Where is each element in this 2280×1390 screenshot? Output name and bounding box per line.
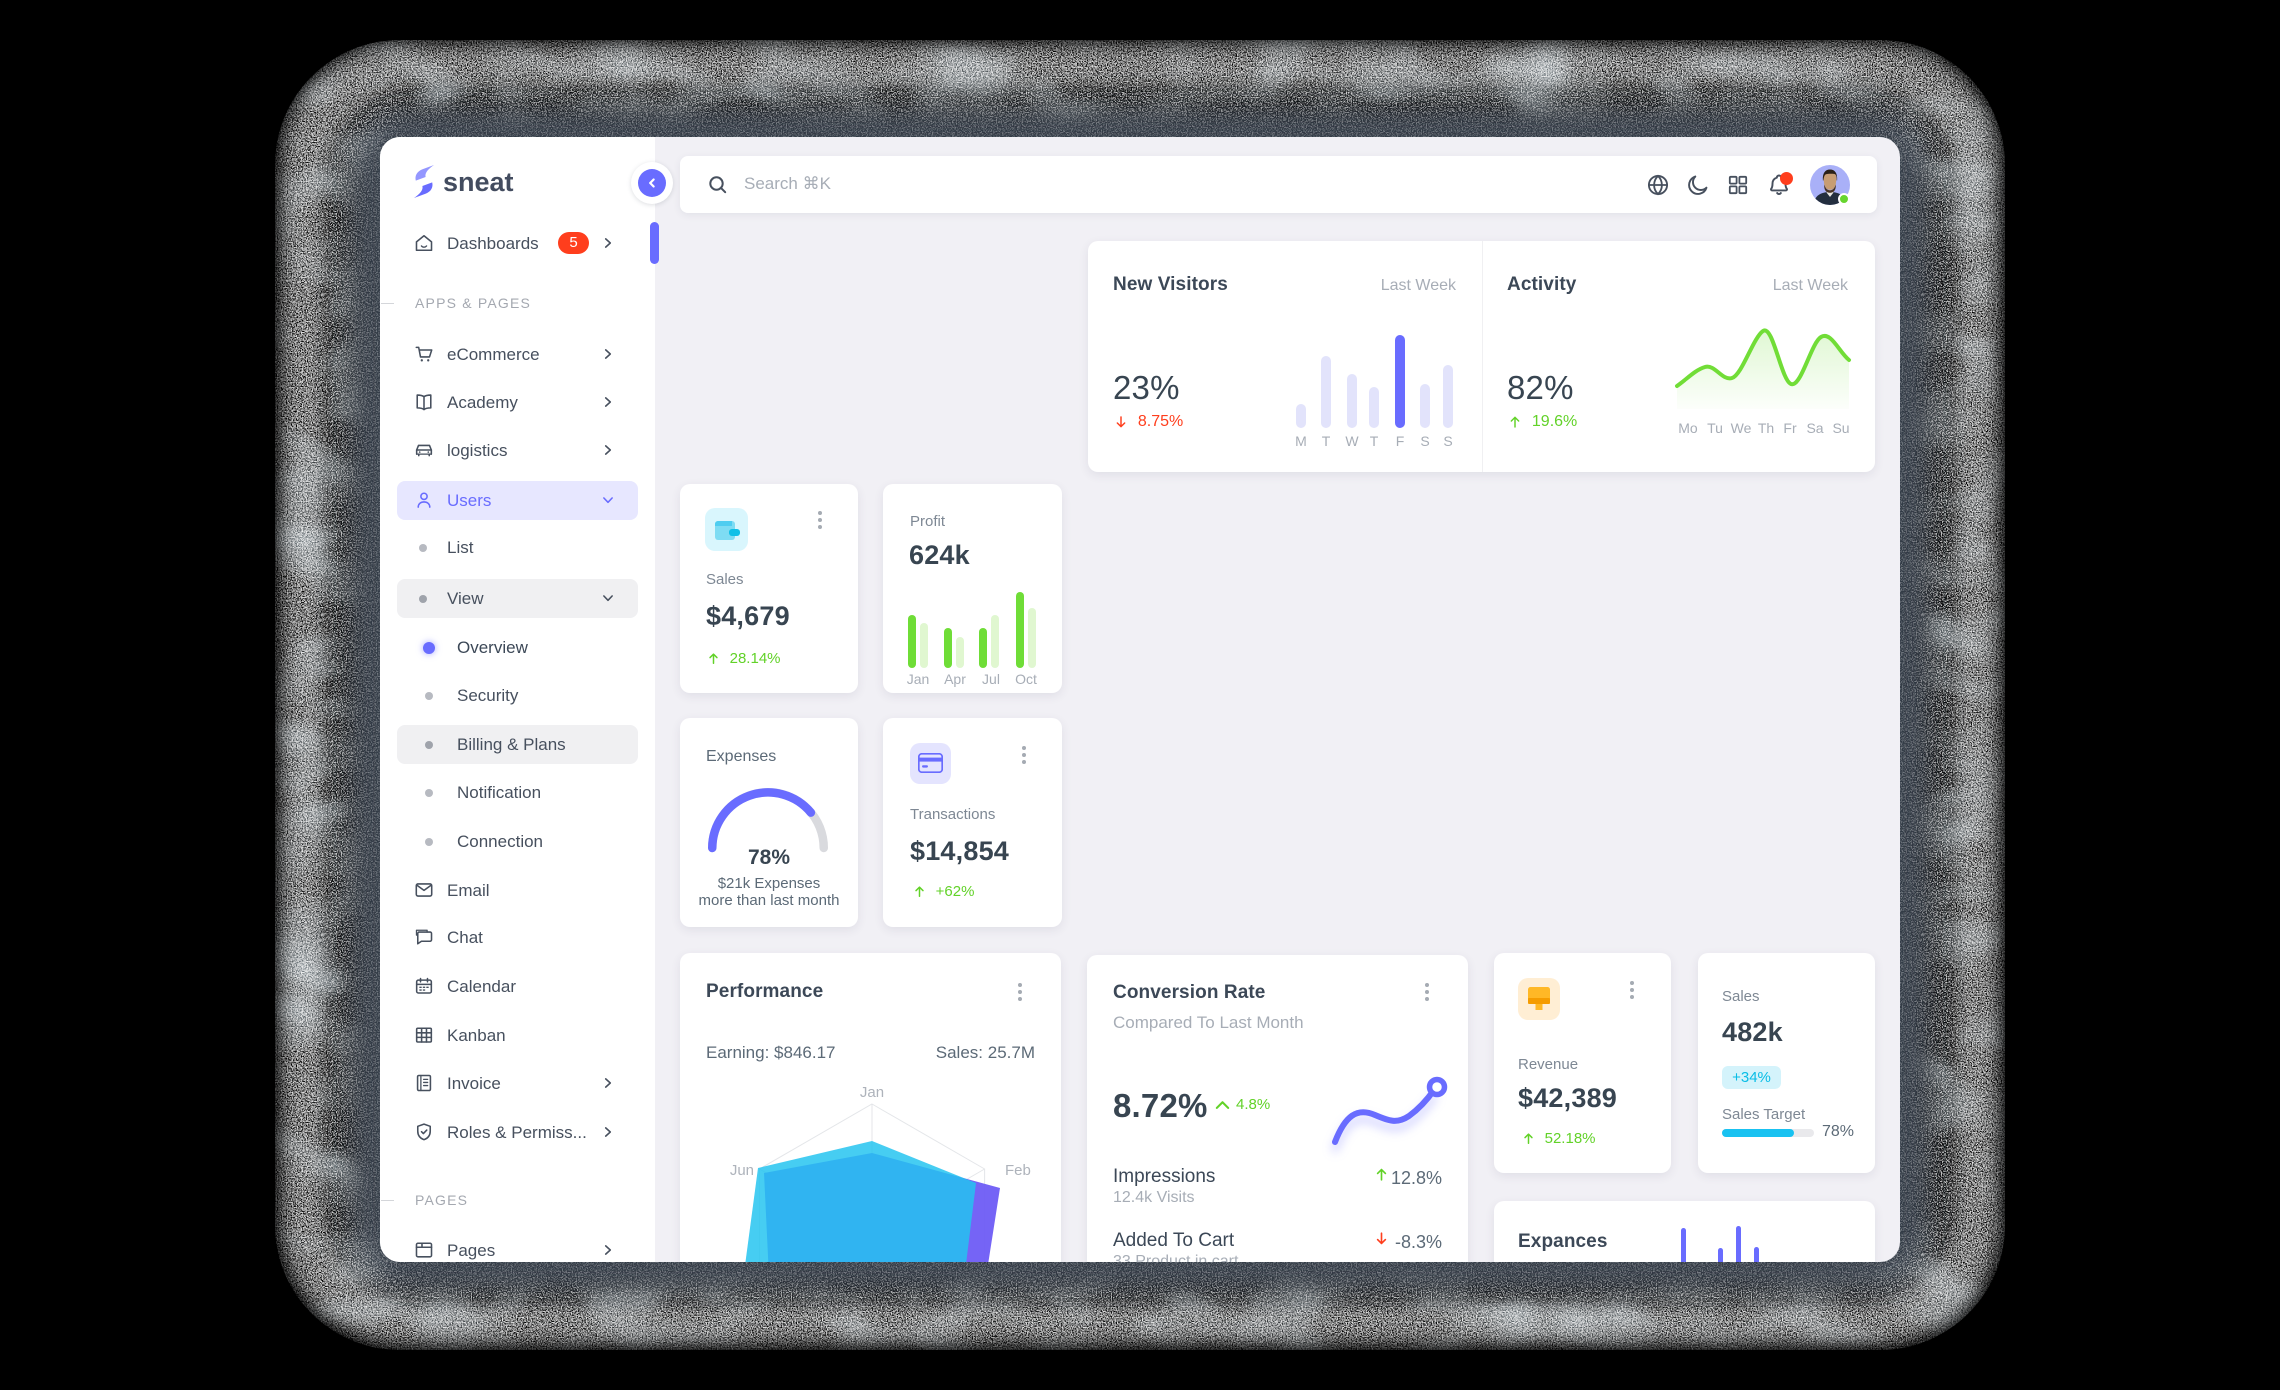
svg-text:Tu: Tu: [1707, 420, 1723, 436]
svg-text:Th: Th: [1758, 420, 1774, 436]
svg-text:Jan: Jan: [860, 1084, 884, 1101]
svg-text:Jul: Jul: [982, 671, 1000, 687]
svg-text:F: F: [1396, 433, 1405, 446]
svg-text:Sa: Sa: [1806, 420, 1823, 436]
svg-text:Su: Su: [1832, 420, 1849, 436]
svg-text:S: S: [1420, 433, 1429, 446]
svg-text:Apr: Apr: [944, 671, 966, 687]
svg-text:Jun: Jun: [730, 1162, 754, 1179]
svg-text:M: M: [1295, 433, 1307, 446]
svg-text:Jan: Jan: [907, 671, 930, 687]
svg-text:Feb: Feb: [1005, 1162, 1031, 1179]
svg-text:T: T: [1322, 433, 1331, 446]
svg-text:Fr: Fr: [1783, 420, 1797, 436]
svg-text:Mo: Mo: [1678, 420, 1698, 436]
svg-text:S: S: [1443, 433, 1452, 446]
svg-text:W: W: [1345, 433, 1359, 446]
svg-text:Oct: Oct: [1015, 671, 1037, 687]
svg-text:T: T: [1370, 433, 1379, 446]
svg-text:We: We: [1731, 420, 1752, 436]
